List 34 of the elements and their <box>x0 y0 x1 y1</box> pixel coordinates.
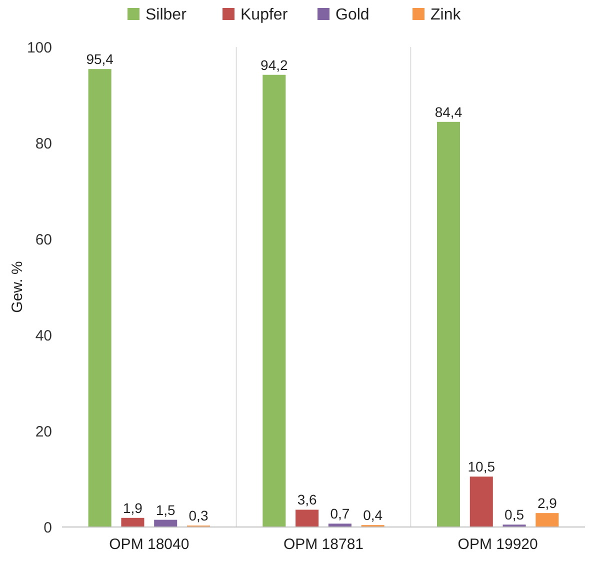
bar <box>88 69 112 527</box>
bar <box>296 510 319 527</box>
data-label: 3,6 <box>297 492 317 508</box>
data-label: 0,4 <box>363 507 383 524</box>
y-tick-label: 100 <box>26 39 52 56</box>
data-label: 2,9 <box>537 495 558 512</box>
bar <box>470 476 493 527</box>
y-axis-title: Gew. % <box>9 261 26 313</box>
y-tick-label: 80 <box>35 135 52 152</box>
data-label: 95,4 <box>86 51 114 68</box>
bar <box>121 518 144 527</box>
legend-label: Silber <box>146 6 188 24</box>
y-tick-label: 0 <box>44 519 52 536</box>
x-tick-label: OPM 18781 <box>283 536 364 553</box>
y-tick-label: 60 <box>35 231 52 248</box>
data-label: 0,3 <box>188 508 208 524</box>
bar <box>436 122 460 527</box>
data-label: 1,9 <box>122 500 143 516</box>
data-label: 1,5 <box>156 502 176 518</box>
bar <box>536 513 559 527</box>
x-tick-label: OPM 19920 <box>458 536 538 553</box>
data-label: 10,5 <box>468 458 496 475</box>
legend-label: Gold <box>336 6 370 24</box>
data-label: 0,5 <box>504 506 524 523</box>
x-tick-label: OPM 18040 <box>109 536 190 553</box>
y-tick-label: 20 <box>35 423 52 440</box>
legend-label: Kupfer <box>240 6 288 24</box>
data-label: 84,4 <box>434 104 462 120</box>
y-tick-label: 40 <box>35 327 52 344</box>
data-label: 94,2 <box>260 56 288 73</box>
bar <box>262 74 286 527</box>
legend-label: Zink <box>430 6 462 24</box>
bar <box>154 520 178 527</box>
data-label: 0,7 <box>330 506 350 522</box>
